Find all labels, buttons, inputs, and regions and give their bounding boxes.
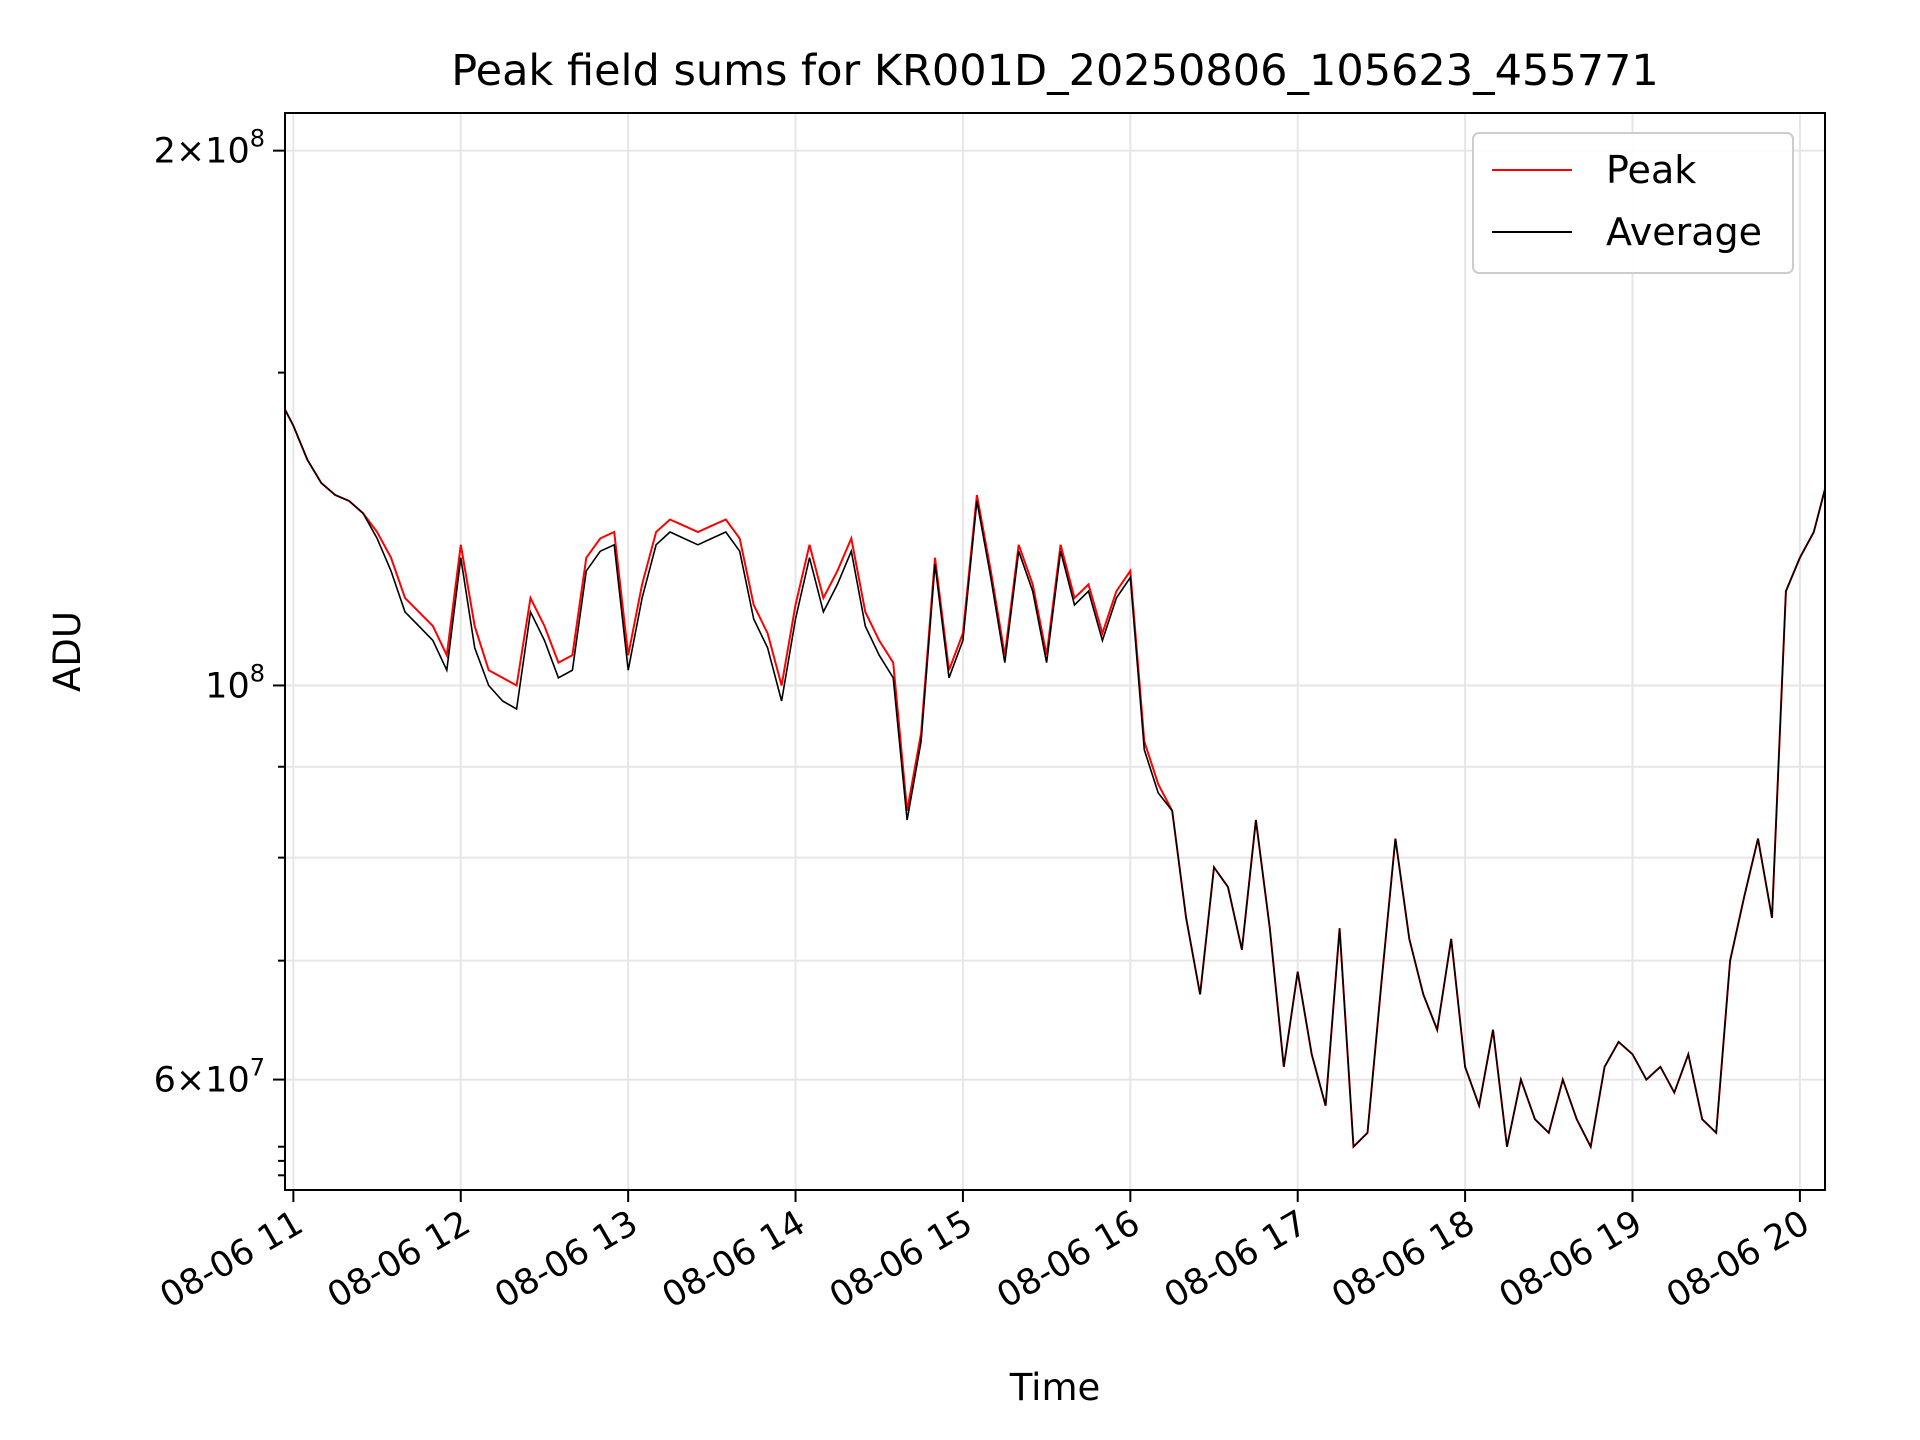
x-tick-label: 08-06 20 bbox=[1660, 1203, 1816, 1316]
grid-lines bbox=[285, 113, 1825, 1190]
legend-label-peak: Peak bbox=[1606, 148, 1696, 192]
series-lines bbox=[284, 409, 1826, 1150]
x-tick-label: 08-06 12 bbox=[321, 1203, 477, 1316]
x-tick-label: 08-06 13 bbox=[488, 1203, 644, 1316]
x-tick-label: 08-06 19 bbox=[1493, 1203, 1649, 1316]
x-tick-label: 08-06 16 bbox=[991, 1203, 1147, 1316]
y-axis-label: ADU bbox=[46, 611, 89, 692]
x-tick-label: 08-06 14 bbox=[656, 1203, 812, 1316]
y-tick-label: 6×107 bbox=[154, 1054, 265, 1101]
legend-label-average: Average bbox=[1606, 210, 1762, 254]
y-tick-label: 2×108 bbox=[154, 125, 265, 172]
plot-area-frame bbox=[284, 112, 1826, 1191]
legend: Peak Average bbox=[1472, 132, 1794, 274]
y-tick-mantissa: 2 bbox=[154, 132, 176, 172]
chart-title: Peak field sums for KR001D_20250806_1056… bbox=[451, 46, 1659, 96]
x-tick-label: 08-06 15 bbox=[823, 1203, 979, 1316]
series-line-average bbox=[284, 409, 1826, 1150]
x-tick-label: 08-06 18 bbox=[1325, 1203, 1481, 1316]
y-tick-exponent: 8 bbox=[250, 125, 265, 153]
y-tick-exponent: 8 bbox=[250, 659, 265, 687]
axis-ticks: 08-06 11 08-06 12 08-06 13 08-06 14 08-06 15… bbox=[154, 125, 1817, 1317]
legend-box bbox=[1472, 132, 1794, 274]
x-tick-label: 08-06 11 bbox=[154, 1203, 310, 1316]
x-tick-label: 08-06 17 bbox=[1158, 1203, 1314, 1316]
y-tick-label: 108 bbox=[205, 659, 265, 706]
y-tick-mantissa: 6 bbox=[154, 1061, 176, 1101]
series-line-peak bbox=[284, 409, 1826, 1150]
x-axis-label: Time bbox=[1009, 1366, 1101, 1409]
y-tick-exponent: 7 bbox=[250, 1054, 265, 1082]
